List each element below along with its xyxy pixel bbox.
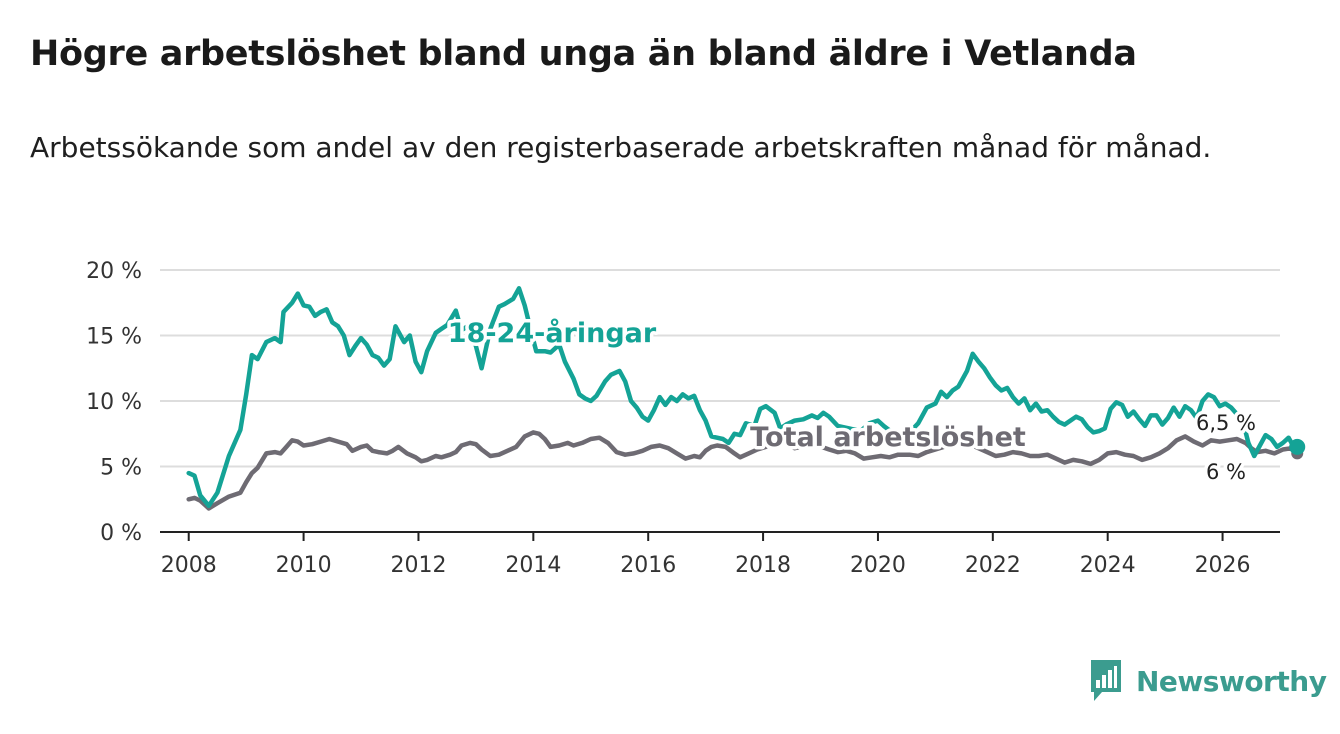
x-tick-label: 2020 <box>850 553 906 578</box>
x-tick-label: 2022 <box>965 553 1021 578</box>
end-value-label-youth: 6,5 % <box>1196 411 1256 435</box>
x-tick-label: 2012 <box>390 553 446 578</box>
newsworthy-logo-text: Newsworthy <box>1136 664 1327 698</box>
series-lines <box>186 286 1306 511</box>
end-point-youth <box>1289 438 1306 455</box>
chart-subtitle: Arbetssökande som andel av den registerb… <box>30 131 1212 164</box>
y-tick-label: 15 % <box>86 325 142 350</box>
x-tick-label: 2010 <box>276 553 332 578</box>
series-line-youth <box>186 286 1300 509</box>
x-tick-label: 2016 <box>620 553 676 578</box>
y-tick-label: 20 % <box>86 259 142 284</box>
x-tick-label: 2018 <box>735 553 791 578</box>
series-label-total: Total arbetslöshet <box>750 422 1026 453</box>
newsworthy-logo[interactable]: Newsworthy <box>1088 658 1327 704</box>
y-tick-label: 0 % <box>100 521 142 546</box>
y-tick-label: 10 % <box>86 390 142 415</box>
x-tick-label: 2014 <box>505 553 561 578</box>
series-labels: 18-24-åringar Total arbetslöshet 6,5 % 6 % <box>444 314 1259 488</box>
end-value-label-total: 6 % <box>1206 460 1246 484</box>
series-line-total <box>186 430 1300 511</box>
newsworthy-logo-icon <box>1091 660 1121 701</box>
y-tick-label: 5 % <box>100 456 142 481</box>
x-tick-label: 2008 <box>161 553 217 578</box>
gridlines <box>160 269 1280 468</box>
x-tick-label: 2024 <box>1080 553 1136 578</box>
chart-title: Högre arbetslöshet bland unga än bland ä… <box>30 34 1137 74</box>
x-tick-label: 2026 <box>1195 553 1251 578</box>
series-label-youth: 18-24-åringar <box>448 317 657 349</box>
axes: 0 % 5 % 10 % 15 % 20 % 2008 2010 2012 2014 2016 20… <box>86 259 1280 578</box>
